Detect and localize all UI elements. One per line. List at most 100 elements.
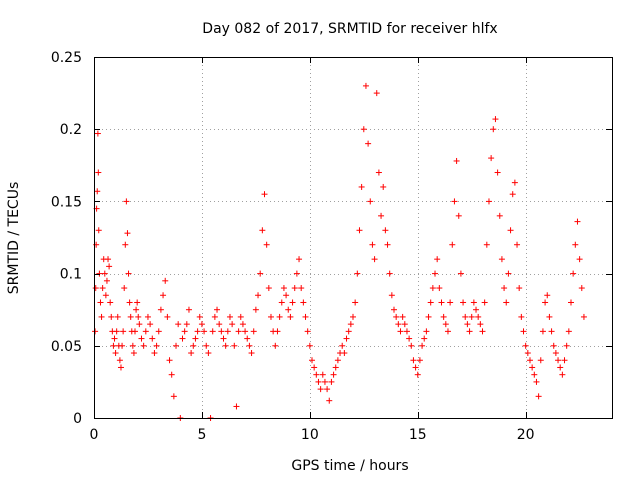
data-point (555, 357, 562, 364)
data-point (308, 357, 315, 364)
data-point (332, 364, 339, 371)
data-point (157, 306, 164, 313)
x-tick-label: 10 (301, 427, 319, 443)
data-points (92, 82, 587, 421)
data-point (330, 371, 337, 378)
x-tick-label: 0 (90, 427, 99, 443)
data-point (214, 306, 221, 313)
data-point (248, 350, 255, 357)
data-point (457, 270, 464, 277)
data-point (252, 306, 259, 313)
data-point (475, 313, 482, 320)
data-point (313, 371, 320, 378)
data-point (522, 342, 529, 349)
data-point (539, 328, 546, 335)
data-point (334, 357, 341, 364)
data-point (188, 350, 195, 357)
data-point (142, 328, 149, 335)
data-point (229, 321, 236, 328)
data-point (432, 270, 439, 277)
data-point (410, 357, 417, 364)
data-point (354, 270, 361, 277)
data-point (237, 313, 244, 320)
data-point (113, 328, 120, 335)
data-point (134, 299, 141, 306)
data-point (110, 342, 117, 349)
data-point (574, 218, 581, 225)
data-point (181, 328, 188, 335)
data-point (473, 306, 480, 313)
data-point (315, 378, 322, 385)
data-point (120, 328, 127, 335)
data-point (572, 241, 579, 248)
grid-lines (94, 57, 612, 418)
data-point (92, 285, 99, 292)
data-point (194, 328, 201, 335)
data-point (436, 285, 443, 292)
data-point (341, 350, 348, 357)
data-point (414, 371, 421, 378)
data-point (130, 350, 137, 357)
data-point (296, 256, 303, 263)
data-point (103, 277, 110, 284)
data-point (285, 306, 292, 313)
data-point (179, 335, 186, 342)
data-point (552, 350, 559, 357)
data-point (201, 328, 208, 335)
y-tick-label: 0.2 (60, 122, 82, 138)
data-point (300, 299, 307, 306)
data-point (259, 227, 266, 234)
data-point (403, 328, 410, 335)
data-point (147, 321, 154, 328)
data-point (263, 241, 270, 248)
data-point (365, 140, 372, 147)
data-point (580, 313, 587, 320)
data-point (302, 313, 309, 320)
data-point (96, 270, 103, 277)
data-point (511, 179, 518, 186)
data-point (477, 321, 484, 328)
data-point (224, 328, 231, 335)
data-point (233, 403, 240, 410)
data-point (291, 285, 298, 292)
data-point (242, 328, 249, 335)
data-point (160, 292, 167, 299)
data-point (102, 292, 109, 299)
data-point (479, 328, 486, 335)
data-point (220, 335, 227, 342)
data-point (339, 342, 346, 349)
data-point (509, 191, 516, 198)
data-point (406, 335, 413, 342)
data-point (447, 299, 454, 306)
data-point (105, 256, 112, 263)
data-point (537, 357, 544, 364)
data-point (125, 270, 132, 277)
data-point (133, 306, 140, 313)
data-point (317, 386, 324, 393)
data-point (444, 328, 451, 335)
data-point (283, 292, 290, 299)
data-point (395, 321, 402, 328)
data-point (382, 227, 389, 234)
data-point (106, 263, 113, 270)
data-point (203, 342, 210, 349)
data-point (144, 313, 151, 320)
axis-ticks: 0 0.05 0.1 0.15 0.2 0.25 0 5 10 15 20 (51, 50, 612, 443)
data-point (561, 357, 568, 364)
data-point (135, 313, 142, 320)
data-point (362, 82, 369, 89)
data-point (119, 342, 126, 349)
data-point (529, 364, 536, 371)
data-point (429, 285, 436, 292)
data-point (261, 191, 268, 198)
data-point (173, 342, 180, 349)
data-point (371, 256, 378, 263)
data-point (442, 321, 449, 328)
data-point (481, 299, 488, 306)
data-point (255, 292, 262, 299)
data-point (235, 328, 242, 335)
data-point (470, 299, 477, 306)
data-point (205, 350, 212, 357)
data-point (149, 335, 156, 342)
